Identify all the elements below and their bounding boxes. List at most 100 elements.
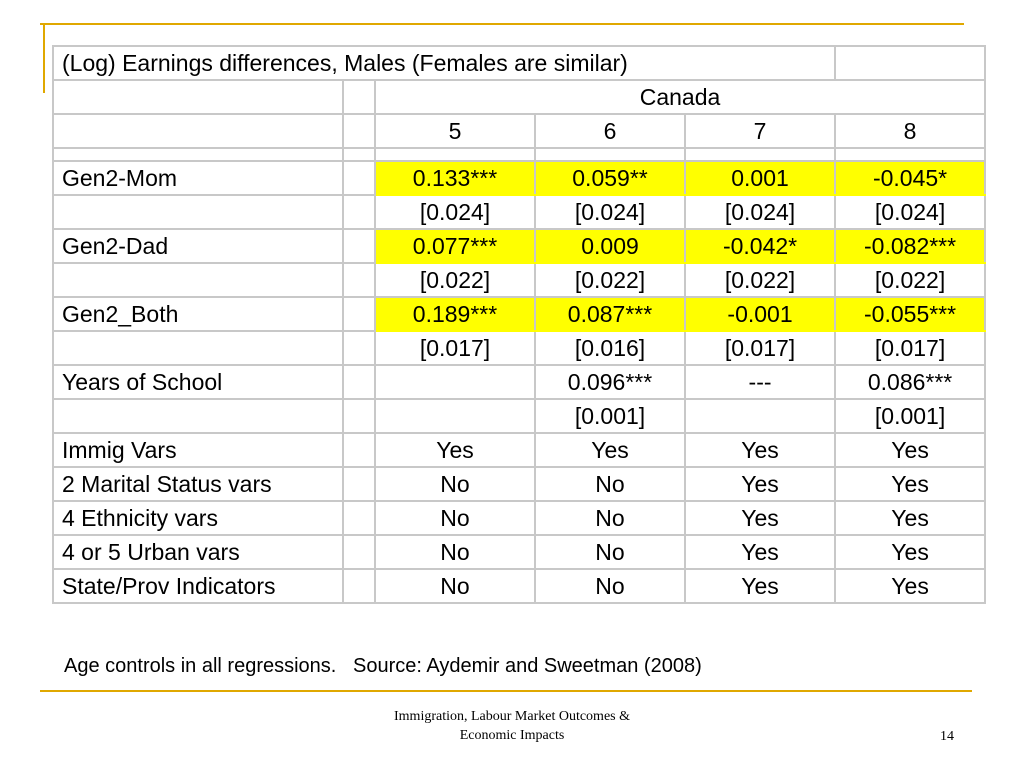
value-cell: 0.086***	[834, 364, 987, 400]
column-number-row: 5 6 7 8	[52, 113, 987, 149]
blank-cell	[52, 113, 344, 149]
row-label: Gen2_Both	[52, 296, 344, 332]
table-row: [0.022] [0.022] [0.022] [0.022]	[52, 262, 987, 298]
country-row: Canada	[52, 79, 987, 115]
value-cell: Yes	[683, 466, 837, 502]
value-cell: [0.024]	[683, 194, 837, 230]
blank-cell	[374, 147, 536, 162]
title-row: (Log) Earnings differences, Males (Femal…	[51, 45, 987, 81]
top-rule	[40, 23, 964, 25]
value-cell: 0.009	[534, 228, 686, 264]
value-cell: No	[534, 534, 686, 570]
value-cell: Yes	[683, 534, 837, 570]
table-row: State/Prov Indicators No No Yes Yes	[52, 568, 987, 604]
row-label	[52, 398, 344, 434]
table-title: (Log) Earnings differences, Males (Femal…	[51, 45, 837, 81]
column-header: 7	[683, 113, 837, 149]
value-cell: -0.055***	[834, 296, 987, 332]
value-cell: 0.189***	[374, 296, 536, 332]
value-cell: [0.024]	[374, 194, 536, 230]
blank-cell	[342, 113, 376, 149]
blank-cell	[342, 398, 376, 434]
row-label: 2 Marital Status vars	[52, 466, 344, 502]
slide-footer: Immigration, Labour Market Outcomes & Ec…	[362, 707, 662, 745]
value-cell: 0.077***	[374, 228, 536, 264]
table-row: 2 Marital Status vars No No Yes Yes	[52, 466, 987, 502]
blank-cell	[342, 432, 376, 468]
value-cell: Yes	[683, 500, 837, 536]
blank-cell	[342, 262, 376, 298]
value-cell: No	[374, 534, 536, 570]
spacer-row	[52, 147, 987, 162]
value-cell: -0.082***	[834, 228, 987, 264]
value-cell: -0.042*	[683, 228, 837, 264]
column-header: 8	[834, 113, 987, 149]
blank-cell	[342, 194, 376, 230]
row-label: Years of School	[52, 364, 344, 400]
bottom-rule	[40, 690, 972, 692]
value-cell: Yes	[834, 432, 987, 468]
title-blank-cell	[834, 45, 987, 81]
value-cell	[683, 398, 837, 434]
table-row: [0.001] [0.001]	[52, 398, 987, 434]
table-row: Immig Vars Yes Yes Yes Yes	[52, 432, 987, 468]
value-cell: -0.001	[683, 296, 837, 332]
country-header: Canada	[373, 79, 987, 115]
value-cell: -0.045*	[834, 160, 987, 196]
value-cell: 0.133***	[374, 160, 536, 196]
table-row: Gen2-Mom 0.133*** 0.059** 0.001 -0.045*	[52, 160, 987, 196]
value-cell: No	[534, 568, 686, 604]
blank-cell	[342, 330, 376, 366]
row-label: Immig Vars	[52, 432, 344, 468]
table-note: Age controls in all regressions. Source:…	[64, 655, 702, 677]
value-cell: 0.087***	[534, 296, 686, 332]
value-cell: [0.016]	[534, 330, 686, 366]
blank-cell	[342, 466, 376, 502]
blank-cell	[342, 500, 376, 536]
value-cell: [0.022]	[374, 262, 536, 298]
value-cell: 0.059**	[534, 160, 686, 196]
table-row: Gen2-Dad 0.077*** 0.009 -0.042* -0.082***	[52, 228, 987, 264]
value-cell: 0.001	[683, 160, 837, 196]
value-cell: [0.022]	[834, 262, 987, 298]
blank-cell	[342, 568, 376, 604]
blank-cell	[52, 79, 344, 115]
page-number: 14	[940, 729, 954, 744]
table-row: Gen2_Both 0.189*** 0.087*** -0.001 -0.055***	[52, 296, 987, 332]
blank-cell	[342, 534, 376, 570]
row-label	[52, 330, 344, 366]
value-cell: Yes	[834, 466, 987, 502]
table-row: [0.017] [0.016] [0.017] [0.017]	[52, 330, 987, 366]
value-cell: Yes	[683, 568, 837, 604]
blank-cell	[342, 79, 376, 115]
value-cell: Yes	[683, 432, 837, 468]
value-cell: [0.001]	[834, 398, 987, 434]
value-cell: Yes	[834, 568, 987, 604]
value-cell: No	[374, 466, 536, 502]
row-label: Gen2-Dad	[52, 228, 344, 264]
row-label	[52, 262, 344, 298]
regression-table: (Log) Earnings differences, Males (Femal…	[51, 45, 987, 604]
table-row: 4 Ethnicity vars No No Yes Yes	[52, 500, 987, 536]
blank-cell	[342, 364, 376, 400]
row-label: State/Prov Indicators	[52, 568, 344, 604]
row-label: 4 or 5 Urban vars	[52, 534, 344, 570]
table-row: 4 or 5 Urban vars No No Yes Yes	[52, 534, 987, 570]
value-cell: [0.024]	[834, 194, 987, 230]
blank-cell	[52, 147, 344, 162]
left-rule	[43, 23, 45, 93]
column-header: 6	[534, 113, 686, 149]
value-cell	[374, 364, 536, 400]
row-label: 4 Ethnicity vars	[52, 500, 344, 536]
blank-cell	[342, 147, 376, 162]
value-cell: [0.017]	[374, 330, 536, 366]
blank-cell	[342, 296, 376, 332]
value-cell: [0.024]	[534, 194, 686, 230]
value-cell: [0.022]	[683, 262, 837, 298]
value-cell: [0.017]	[834, 330, 987, 366]
blank-cell	[342, 160, 376, 196]
footer-line: Economic Impacts	[459, 728, 565, 743]
footer-line: Immigration, Labour Market Outcomes &	[394, 709, 630, 724]
row-label	[52, 194, 344, 230]
value-cell: Yes	[374, 432, 536, 468]
